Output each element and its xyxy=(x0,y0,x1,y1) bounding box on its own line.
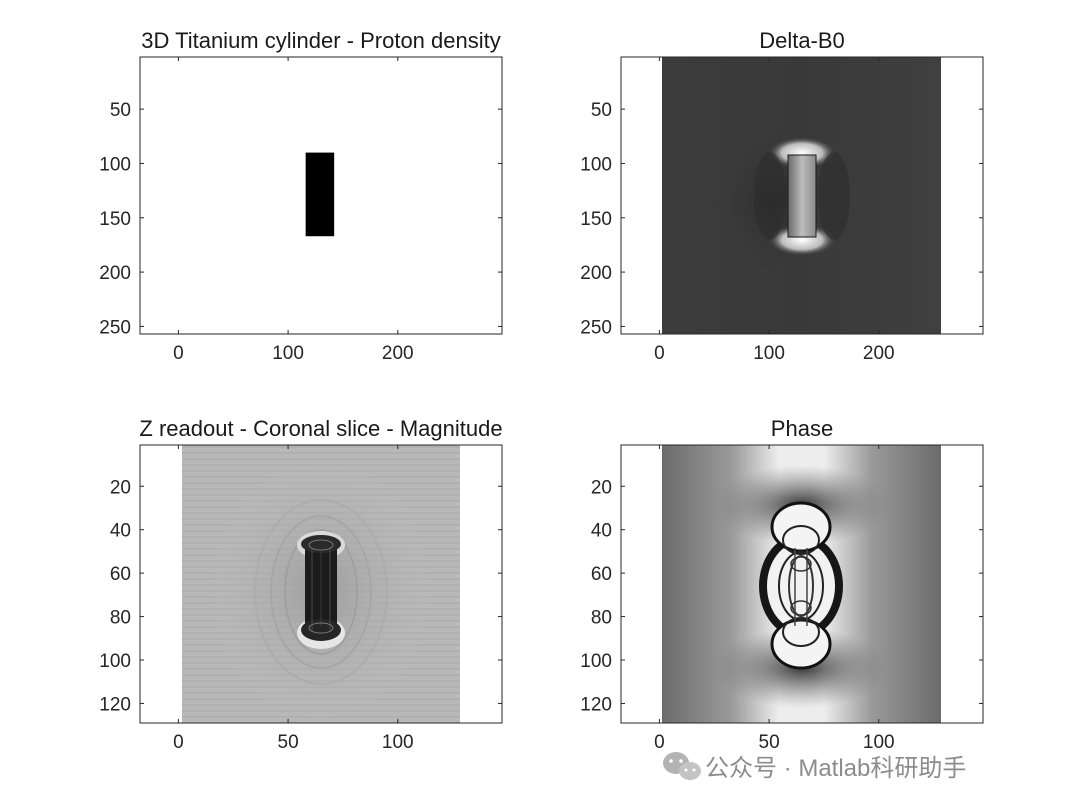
tick-group: 0 50 100 20 40 60 80 100 120 xyxy=(99,445,502,753)
axes-frame xyxy=(620,444,984,724)
chart-title: 3D Titanium cylinder - Proton density xyxy=(141,28,501,53)
y-tick-label: 80 xyxy=(110,608,131,629)
y-tick-label: 100 xyxy=(99,154,131,175)
y-tick-label: 120 xyxy=(580,694,612,715)
y-tick-label: 60 xyxy=(591,564,612,585)
y-tick-label: 100 xyxy=(580,154,612,175)
y-tick-label: 200 xyxy=(580,263,612,284)
x-tick-label: 0 xyxy=(654,343,665,364)
dipole-lobe-bottom xyxy=(768,224,836,256)
axes-frame xyxy=(139,444,503,724)
axes-frame xyxy=(139,56,503,335)
x-tick-label: 100 xyxy=(382,732,414,753)
y-tick-label: 20 xyxy=(591,477,612,498)
proton-density-axes: 3D Titanium cylinder - Proton density 0 1… xyxy=(99,28,503,364)
y-tick-label: 60 xyxy=(110,564,131,585)
chart-title: Delta-B0 xyxy=(759,28,845,53)
y-tick-label: 50 xyxy=(110,100,131,121)
image-area xyxy=(662,445,941,723)
image-area xyxy=(662,57,941,334)
axes-frame xyxy=(620,56,984,335)
cylinder-field xyxy=(788,155,816,237)
x-tick-label: 50 xyxy=(759,732,780,753)
y-tick-label: 80 xyxy=(591,608,612,629)
dipole-lobe-top xyxy=(768,137,836,169)
phase-wrap-rings xyxy=(759,501,843,670)
titanium-cylinder xyxy=(305,152,335,237)
x-tick-label: 200 xyxy=(863,343,895,364)
image-area xyxy=(140,57,502,334)
x-tick-label: 50 xyxy=(278,732,299,753)
x-tick-label: 0 xyxy=(173,732,184,753)
y-tick-label: 120 xyxy=(99,694,131,715)
y-tick-label: 250 xyxy=(99,317,131,338)
y-tick-label: 40 xyxy=(110,521,131,542)
tick-group: 0 50 100 20 40 60 80 100 120 xyxy=(580,445,983,753)
magnitude-axes: Z readout - Coronal slice - Magnitude 0 5… xyxy=(99,416,502,753)
wechat-icon xyxy=(663,752,701,780)
y-tick-label: 20 xyxy=(110,477,131,498)
y-tick-label: 100 xyxy=(99,651,131,672)
tick-group: 0 100 200 50 100 150 200 250 xyxy=(580,57,983,364)
phase-axes: Phase 0 50 100 20 40 60 80 xyxy=(580,416,984,753)
x-tick-label: 0 xyxy=(654,732,665,753)
x-tick-label: 0 xyxy=(173,343,184,364)
tick-group: 0 100 200 50 100 150 200 250 xyxy=(99,57,502,364)
watermark-text: 公众号 · Matlab科研助手 xyxy=(705,755,966,782)
chart-title: Phase xyxy=(771,416,833,441)
y-tick-label: 100 xyxy=(580,651,612,672)
y-tick-label: 250 xyxy=(580,317,612,338)
x-tick-label: 100 xyxy=(272,343,304,364)
delta-b0-axes: Delta-B0 0 100 200 50 100 150 200 250 xyxy=(580,28,984,364)
y-tick-label: 50 xyxy=(591,100,612,121)
y-tick-label: 150 xyxy=(580,209,612,230)
y-tick-label: 150 xyxy=(99,209,131,230)
dumbbell-artifact xyxy=(297,531,345,649)
watermark: 公众号 · Matlab科研助手 xyxy=(663,752,966,782)
y-tick-label: 40 xyxy=(591,521,612,542)
image-area xyxy=(182,445,460,723)
y-tick-label: 200 xyxy=(99,263,131,284)
chart-title: Z readout - Coronal slice - Magnitude xyxy=(139,416,502,441)
x-tick-label: 200 xyxy=(382,343,414,364)
x-tick-label: 100 xyxy=(753,343,785,364)
x-tick-label: 100 xyxy=(863,732,895,753)
